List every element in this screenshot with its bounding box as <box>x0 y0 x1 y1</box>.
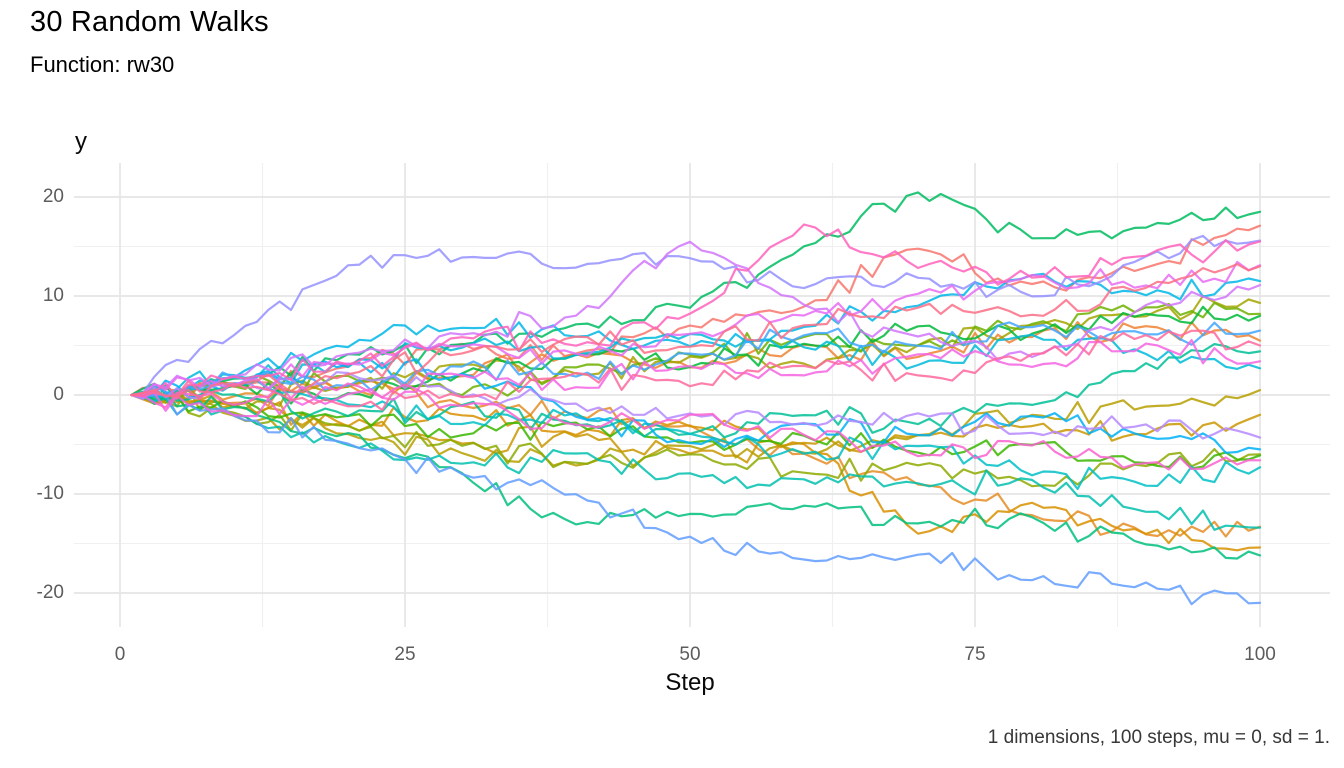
series-line-walk-21 <box>130 393 1262 606</box>
series-line-walk-25 <box>130 260 1262 397</box>
x-tick-label: 100 <box>1244 644 1276 665</box>
y-tick-label: 10 <box>42 285 64 306</box>
series-line-walk-27 <box>130 382 1262 471</box>
y-tick-label: -10 <box>36 483 64 504</box>
y-axis-title: y <box>75 128 87 155</box>
series-line-walk-29 <box>130 329 1262 412</box>
series-line-walk-6 <box>130 389 1262 467</box>
y-tick-label: -20 <box>36 582 64 603</box>
plot-caption: 1 dimensions, 100 steps, mu = 0, sd = 1. <box>987 727 1330 748</box>
x-tick-label: 25 <box>394 644 416 665</box>
series-line-walk-13 <box>130 391 1262 560</box>
y-tick-label: 20 <box>42 186 64 207</box>
series-line-walk-28 <box>130 223 1262 400</box>
x-tick-label: 50 <box>679 644 701 665</box>
x-axis-title: Step <box>665 669 715 696</box>
x-tick-label: 0 <box>114 644 126 665</box>
series-line-walk-30 <box>130 263 1262 401</box>
series-line-walk-22 <box>130 234 1262 397</box>
series-line-walk-24 <box>130 240 1262 397</box>
series-line-walk-1 <box>130 224 1262 401</box>
plot-title: 30 Random Walks <box>30 6 269 38</box>
series-line-walk-9 <box>130 301 1262 402</box>
series-line-walk-18 <box>130 272 1262 399</box>
series-line-walk-20 <box>130 321 1262 398</box>
y-tick-label: 0 <box>53 384 64 405</box>
series-line-walk-16 <box>130 378 1262 491</box>
series-line-walk-8 <box>130 392 1262 488</box>
series-line-walk-7 <box>130 294 1262 412</box>
series-line-walk-14 <box>130 343 1262 439</box>
plot-subtitle: Function: rw30 <box>30 52 175 77</box>
series-line-walk-15 <box>130 393 1262 531</box>
x-tick-label: 75 <box>964 644 986 665</box>
